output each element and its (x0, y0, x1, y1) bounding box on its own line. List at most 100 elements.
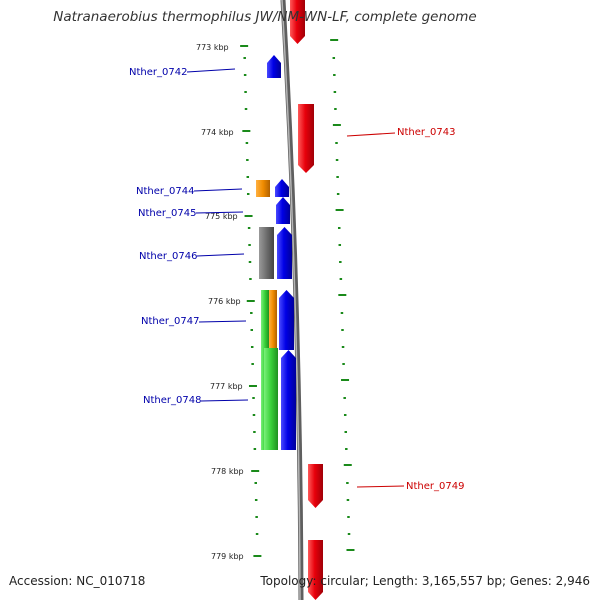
minor-tick (340, 312, 344, 314)
major-tick (343, 464, 352, 466)
minor-tick (338, 244, 342, 246)
gene-arrow-nther-0742[interactable] (267, 55, 281, 78)
major-tick (242, 130, 251, 132)
minor-tick (336, 193, 340, 195)
kbp-label: 776 kbp (208, 297, 241, 306)
cog-bar-gray (259, 227, 274, 279)
cog-bar-orange (269, 290, 277, 348)
minor-tick (246, 193, 250, 195)
minor-tick (252, 414, 256, 416)
major-tick (244, 215, 253, 217)
minor-tick (245, 142, 249, 144)
scale-ticks (240, 39, 355, 557)
gene-label-nther-0746[interactable]: Nther_0746 (139, 251, 197, 262)
minor-tick (246, 176, 250, 178)
minor-tick (246, 159, 249, 161)
minor-tick (333, 91, 337, 93)
minor-tick (253, 431, 256, 433)
major-tick (248, 385, 257, 387)
gene-labels: Nther_0742 Nther_0743 Nther_0744 Nther_0745… (129, 67, 464, 492)
kbp-labels: 773 kbp 774 kbp 775 kbp 776 kbp 777 kbp 778 k… (196, 43, 244, 561)
minor-tick (254, 482, 257, 484)
gene-arrow-nther-0745[interactable] (276, 197, 290, 224)
major-tick (335, 209, 344, 211)
gene-arrow-nther-0746[interactable] (277, 227, 292, 279)
major-tick (341, 379, 350, 381)
major-tick (240, 45, 249, 47)
gene-arrow-nther-0744[interactable] (275, 179, 289, 197)
minor-tick (341, 329, 344, 331)
minor-tick (243, 57, 246, 59)
minor-tick (247, 227, 251, 229)
gene-label-nther-0748[interactable]: Nther_0748 (143, 395, 201, 406)
gene-label-nther-0745[interactable]: Nther_0745 (138, 208, 196, 219)
minor-tick (336, 176, 339, 178)
minor-tick (341, 346, 345, 348)
minor-tick (251, 363, 254, 365)
gene-arrow-nther-0748[interactable] (281, 350, 296, 450)
minor-tick (343, 397, 346, 399)
cog-bars (256, 180, 278, 450)
minor-tick (347, 516, 350, 518)
gene-arrow-nther-0743[interactable] (298, 104, 314, 173)
major-tick (346, 549, 355, 551)
gene-label-nther-0749[interactable]: Nther_0749 (406, 481, 464, 492)
kbp-label: 774 kbp (201, 128, 234, 137)
major-tick (338, 294, 347, 296)
gene-label-nther-0742[interactable]: Nther_0742 (129, 67, 187, 78)
leader-line-nther-0744 (193, 188, 243, 192)
leader-line-nther-0749 (356, 485, 405, 488)
major-tick (251, 470, 260, 472)
leader-line-nther-0742 (186, 68, 236, 73)
leader-line-nther-0747 (198, 320, 247, 323)
gene-arrow-nther-0747[interactable] (279, 290, 294, 350)
minor-tick (250, 346, 254, 348)
leader-line-nther-0745 (195, 211, 244, 214)
kbp-label: 773 kbp (196, 43, 229, 52)
minor-tick (342, 363, 345, 365)
kbp-label: 777 kbp (210, 382, 243, 391)
minor-tick (346, 482, 349, 484)
gene-label-nther-0744[interactable]: Nther_0744 (136, 186, 194, 197)
gene-label-nther-0743[interactable]: Nther_0743 (397, 127, 455, 138)
minor-tick (249, 278, 252, 280)
minor-tick (335, 142, 338, 144)
minor-tick (244, 91, 247, 93)
genome-backbone (280, 0, 304, 600)
minor-tick (252, 397, 255, 399)
minor-tick (248, 261, 252, 263)
minor-tick (345, 448, 348, 450)
gene-arrow-forward[interactable] (290, 0, 305, 44)
minor-tick (253, 448, 257, 450)
leader-line-nther-0746 (196, 253, 245, 257)
minor-tick (254, 499, 258, 501)
kbp-label: 778 kbp (211, 467, 244, 476)
kbp-label: 775 kbp (205, 212, 238, 221)
topology-info: Topology: circular; Length: 3,165,557 bp… (260, 574, 590, 588)
gene-arrows (267, 0, 323, 600)
minor-tick (339, 278, 343, 280)
minor-tick (339, 261, 342, 263)
gene-arrow-nther-0749[interactable] (308, 464, 323, 508)
minor-tick (337, 227, 341, 229)
minor-tick (250, 312, 253, 314)
major-tick (332, 124, 341, 126)
minor-tick (334, 108, 337, 110)
leader-line-nther-0748 (200, 399, 249, 402)
minor-tick (346, 499, 350, 501)
minor-tick (332, 57, 336, 59)
minor-tick (255, 516, 258, 518)
minor-tick (343, 414, 347, 416)
minor-tick (255, 533, 259, 535)
major-tick (253, 555, 262, 557)
minor-tick (333, 74, 336, 76)
backbone-highlight (281, 0, 301, 600)
major-tick (246, 300, 255, 302)
major-tick (330, 39, 339, 41)
gene-arrow-forward[interactable] (308, 540, 323, 600)
cog-bar-green (264, 348, 278, 450)
gene-label-nther-0747[interactable]: Nther_0747 (141, 316, 199, 327)
genome-title: Natranaerobius thermophilus JW/NM-WN-LF,… (53, 9, 477, 25)
